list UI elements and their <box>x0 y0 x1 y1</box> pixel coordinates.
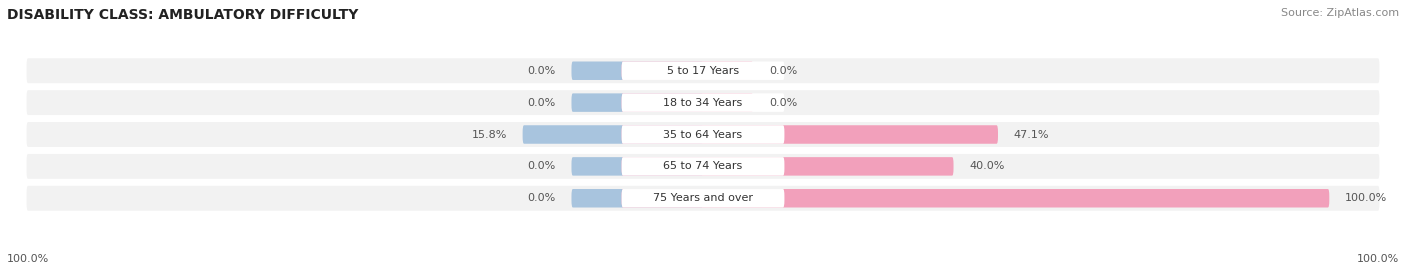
FancyBboxPatch shape <box>27 90 1379 115</box>
Text: 65 to 74 Years: 65 to 74 Years <box>664 161 742 171</box>
FancyBboxPatch shape <box>27 154 1379 179</box>
Text: 0.0%: 0.0% <box>527 98 555 108</box>
Text: 15.8%: 15.8% <box>471 129 508 140</box>
FancyBboxPatch shape <box>621 93 785 112</box>
FancyBboxPatch shape <box>621 93 754 112</box>
Text: 0.0%: 0.0% <box>769 98 797 108</box>
FancyBboxPatch shape <box>523 125 703 144</box>
Text: 5 to 17 Years: 5 to 17 Years <box>666 66 740 76</box>
Text: 75 Years and over: 75 Years and over <box>652 193 754 203</box>
Text: 100.0%: 100.0% <box>1346 193 1388 203</box>
Text: 0.0%: 0.0% <box>527 193 555 203</box>
Text: 40.0%: 40.0% <box>969 161 1004 171</box>
FancyBboxPatch shape <box>571 189 703 207</box>
Text: 47.1%: 47.1% <box>1014 129 1049 140</box>
FancyBboxPatch shape <box>571 62 703 80</box>
Text: DISABILITY CLASS: AMBULATORY DIFFICULTY: DISABILITY CLASS: AMBULATORY DIFFICULTY <box>7 8 359 22</box>
FancyBboxPatch shape <box>621 157 953 176</box>
FancyBboxPatch shape <box>621 125 785 144</box>
FancyBboxPatch shape <box>621 189 1329 207</box>
FancyBboxPatch shape <box>571 157 703 176</box>
Text: 18 to 34 Years: 18 to 34 Years <box>664 98 742 108</box>
FancyBboxPatch shape <box>571 93 703 112</box>
FancyBboxPatch shape <box>27 186 1379 211</box>
Text: 0.0%: 0.0% <box>527 66 555 76</box>
Text: 0.0%: 0.0% <box>769 66 797 76</box>
FancyBboxPatch shape <box>621 157 785 176</box>
FancyBboxPatch shape <box>621 189 785 207</box>
Text: 100.0%: 100.0% <box>1357 254 1399 264</box>
FancyBboxPatch shape <box>27 122 1379 147</box>
Text: 0.0%: 0.0% <box>527 161 555 171</box>
FancyBboxPatch shape <box>621 62 754 80</box>
Text: Source: ZipAtlas.com: Source: ZipAtlas.com <box>1281 8 1399 18</box>
FancyBboxPatch shape <box>621 62 785 80</box>
Text: 35 to 64 Years: 35 to 64 Years <box>664 129 742 140</box>
FancyBboxPatch shape <box>621 125 998 144</box>
FancyBboxPatch shape <box>27 58 1379 83</box>
Text: 100.0%: 100.0% <box>7 254 49 264</box>
